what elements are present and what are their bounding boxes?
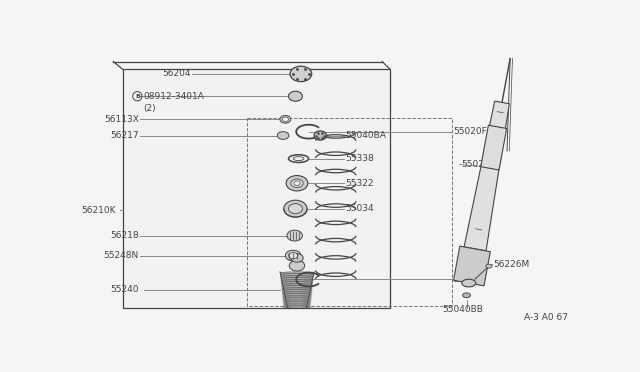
Text: 55322: 55322 xyxy=(345,179,374,188)
Text: 08912-3401A: 08912-3401A xyxy=(143,92,204,101)
Ellipse shape xyxy=(282,292,312,294)
Ellipse shape xyxy=(284,200,307,217)
Ellipse shape xyxy=(281,280,313,282)
Ellipse shape xyxy=(286,176,308,191)
Text: 56226M: 56226M xyxy=(493,260,530,269)
Ellipse shape xyxy=(282,117,289,122)
Text: 55040BA: 55040BA xyxy=(345,131,386,140)
Polygon shape xyxy=(123,69,390,308)
Text: 55040BB: 55040BB xyxy=(442,305,483,314)
Ellipse shape xyxy=(282,286,312,288)
Text: (2): (2) xyxy=(143,104,156,113)
Ellipse shape xyxy=(486,264,492,268)
Ellipse shape xyxy=(280,278,314,280)
Ellipse shape xyxy=(289,260,305,271)
Ellipse shape xyxy=(282,288,312,290)
Ellipse shape xyxy=(291,254,303,262)
Text: 56218: 56218 xyxy=(110,231,139,240)
Polygon shape xyxy=(454,246,490,286)
Ellipse shape xyxy=(281,284,313,286)
Ellipse shape xyxy=(285,250,301,261)
Ellipse shape xyxy=(280,274,314,276)
Text: 55240: 55240 xyxy=(111,285,139,294)
Text: 55020M: 55020M xyxy=(461,160,498,169)
Ellipse shape xyxy=(290,66,312,81)
Ellipse shape xyxy=(280,276,314,278)
Ellipse shape xyxy=(462,279,476,287)
Ellipse shape xyxy=(463,293,470,298)
Ellipse shape xyxy=(287,230,303,241)
Text: 56217: 56217 xyxy=(110,131,139,140)
Text: 56210K: 56210K xyxy=(81,206,116,215)
Ellipse shape xyxy=(289,253,298,259)
Text: 55338: 55338 xyxy=(345,154,374,163)
Text: 56204: 56204 xyxy=(163,70,191,78)
Ellipse shape xyxy=(283,302,311,304)
Ellipse shape xyxy=(282,290,312,292)
Ellipse shape xyxy=(281,282,313,284)
Text: 55034: 55034 xyxy=(345,204,374,213)
Ellipse shape xyxy=(314,131,326,140)
Ellipse shape xyxy=(277,132,289,140)
Ellipse shape xyxy=(284,306,310,308)
Ellipse shape xyxy=(283,298,311,300)
Ellipse shape xyxy=(282,294,312,296)
Ellipse shape xyxy=(284,304,310,306)
Ellipse shape xyxy=(280,115,291,123)
Ellipse shape xyxy=(294,181,300,186)
Ellipse shape xyxy=(283,300,311,302)
Ellipse shape xyxy=(291,179,303,187)
Text: 56113X: 56113X xyxy=(104,115,139,124)
Text: 55020F: 55020F xyxy=(454,127,487,136)
Polygon shape xyxy=(481,125,507,170)
Text: A-3 A0 67: A-3 A0 67 xyxy=(524,313,568,322)
Ellipse shape xyxy=(289,203,303,214)
Ellipse shape xyxy=(282,296,312,298)
Polygon shape xyxy=(464,101,509,251)
Ellipse shape xyxy=(280,272,314,274)
Text: 55248N: 55248N xyxy=(104,251,139,260)
Text: B: B xyxy=(135,94,140,99)
Ellipse shape xyxy=(289,91,303,101)
Text: 55020F: 55020F xyxy=(454,275,487,284)
